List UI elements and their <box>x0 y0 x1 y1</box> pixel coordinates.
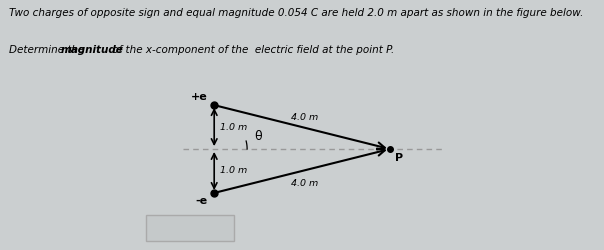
Text: P: P <box>395 152 403 162</box>
Text: 4.0 m: 4.0 m <box>291 113 318 122</box>
Text: of the x-component of the  electric field at the point P.: of the x-component of the electric field… <box>109 45 394 55</box>
Text: magnitude: magnitude <box>60 45 123 55</box>
Text: 1.0 m: 1.0 m <box>220 166 247 174</box>
Text: -e: -e <box>196 196 208 206</box>
Text: 1.0 m: 1.0 m <box>220 124 247 132</box>
Text: 4.0 m: 4.0 m <box>291 179 318 188</box>
Text: Determine the: Determine the <box>9 45 88 55</box>
Text: Two charges of opposite sign and equal magnitude 0.054 C are held 2.0 m apart as: Two charges of opposite sign and equal m… <box>9 8 583 18</box>
FancyBboxPatch shape <box>146 215 234 241</box>
Text: +e: +e <box>191 92 208 102</box>
Text: θ: θ <box>254 130 262 143</box>
